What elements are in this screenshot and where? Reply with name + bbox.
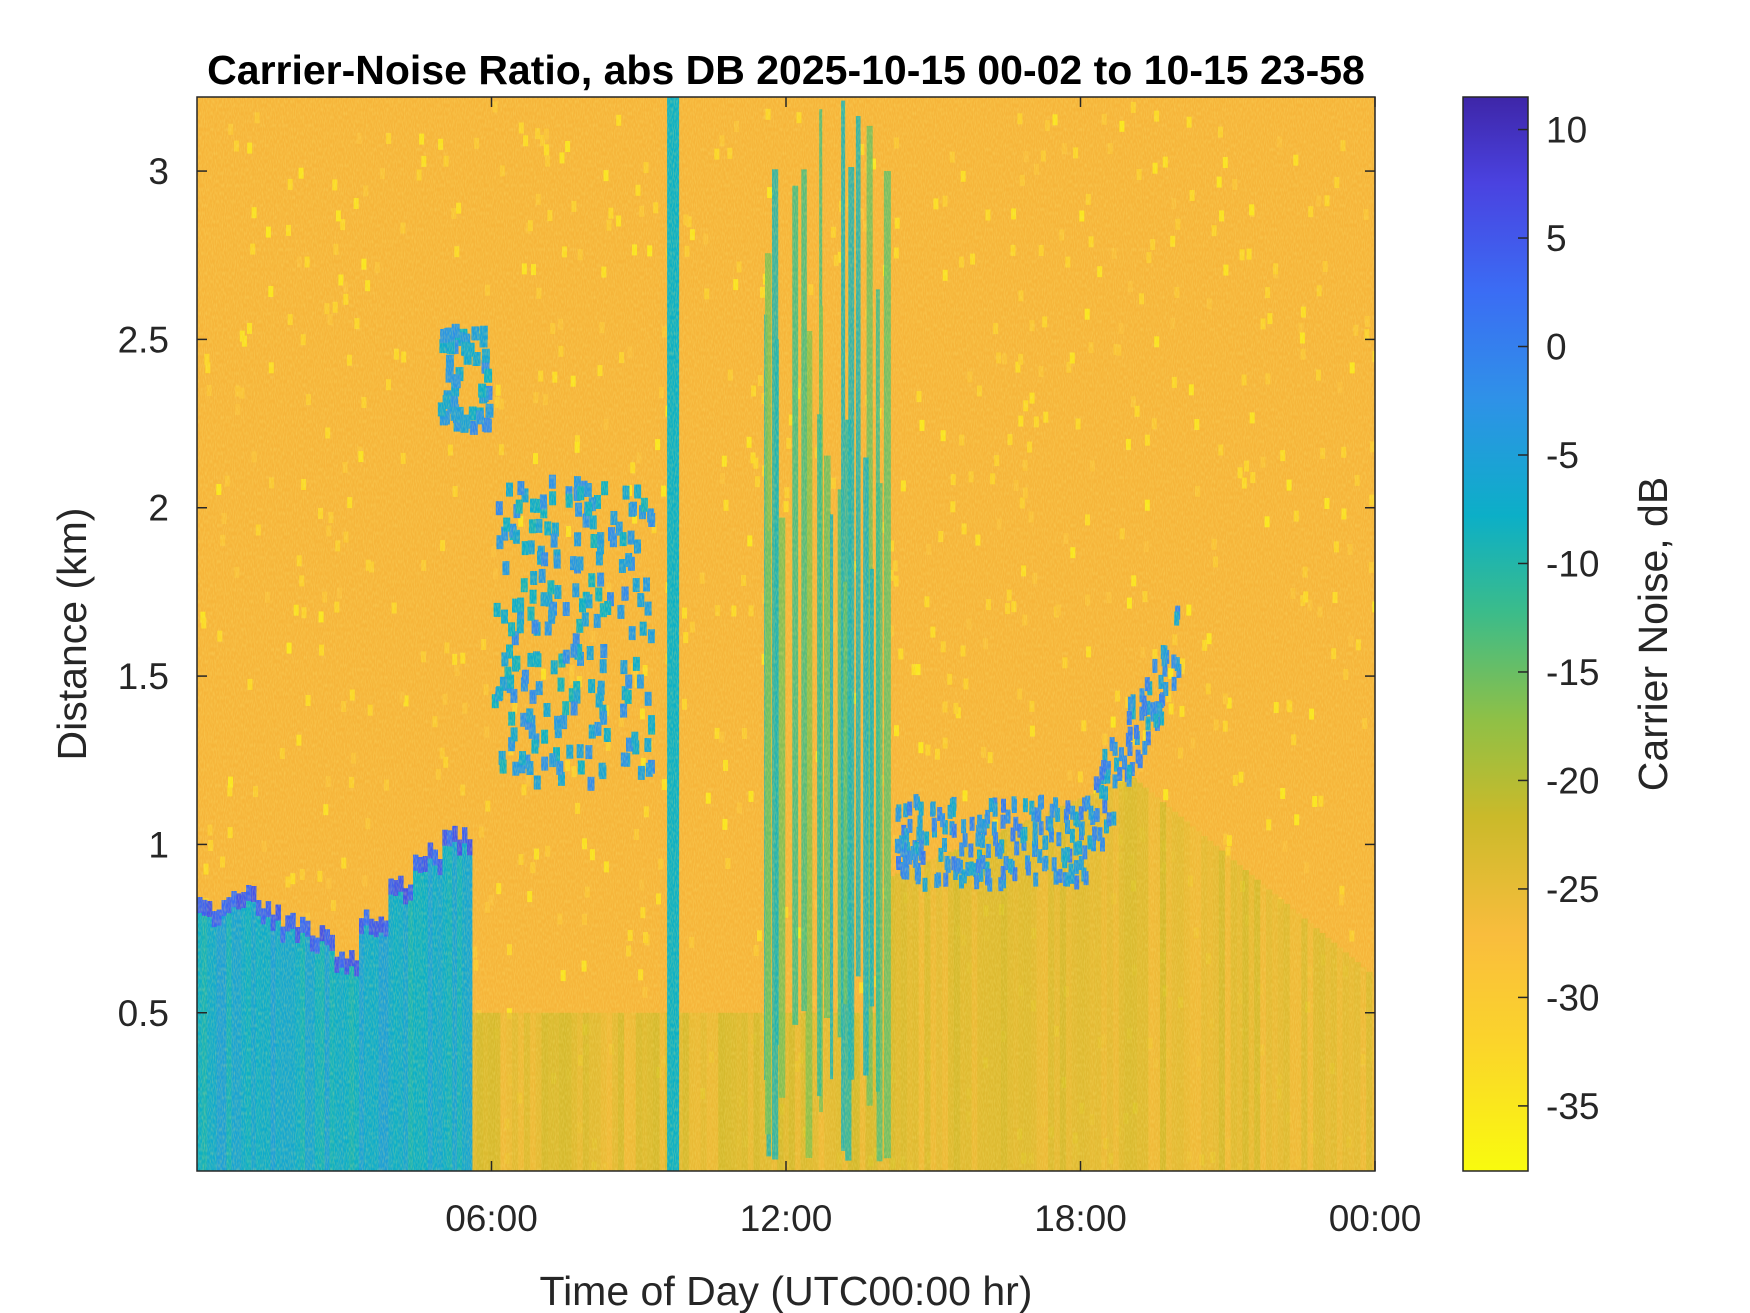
x-tick-label: 18:00 bbox=[1034, 1198, 1127, 1239]
colorbar-tick-label: 5 bbox=[1546, 218, 1567, 259]
chart-title: Carrier-Noise Ratio, abs DB 2025-10-15 0… bbox=[207, 47, 1365, 93]
x-axis: 06:00 12:00 18:00 00:00 bbox=[445, 97, 1421, 1239]
colorbar-tick-label: 0 bbox=[1546, 327, 1567, 368]
colorbar-tick-label: -10 bbox=[1546, 543, 1599, 584]
y-axis-title: Distance (km) bbox=[49, 508, 95, 761]
x-tick-label: 12:00 bbox=[740, 1198, 833, 1239]
colorbar-axis: 10 5 0 -5 -10 -15 -20 -25 -30 -35 bbox=[1518, 110, 1599, 1127]
colorbar-tick-label: 10 bbox=[1546, 110, 1587, 151]
x-axis-title: Time of Day (UTC00:00 hr) bbox=[540, 1268, 1033, 1313]
y-tick-label: 1.5 bbox=[118, 656, 169, 697]
y-tick-label: 1 bbox=[148, 824, 169, 865]
y-axis: 3 2.5 2 1.5 1 0.5 bbox=[118, 151, 1375, 1034]
colorbar bbox=[1462, 96, 1529, 1172]
y-tick-label: 3 bbox=[148, 151, 169, 192]
y-tick-label: 2 bbox=[148, 488, 169, 529]
x-tick-label: 06:00 bbox=[445, 1198, 538, 1239]
x-tick-label: 00:00 bbox=[1329, 1198, 1422, 1239]
colorbar-tick-label: -20 bbox=[1546, 760, 1599, 801]
colorbar-tick-label: -25 bbox=[1546, 869, 1599, 910]
y-tick-label: 2.5 bbox=[118, 319, 169, 360]
colorbar-title: Carrier Noise, dB bbox=[1630, 477, 1676, 791]
colorbar-tick-label: -35 bbox=[1546, 1086, 1599, 1127]
colorbar-tick-label: -5 bbox=[1546, 435, 1579, 476]
heatmap-grain bbox=[197, 97, 1375, 1171]
colorbar-tick-label: -30 bbox=[1546, 977, 1599, 1018]
colorbar-tick-label: -15 bbox=[1546, 652, 1599, 693]
y-tick-label: 0.5 bbox=[118, 993, 169, 1034]
